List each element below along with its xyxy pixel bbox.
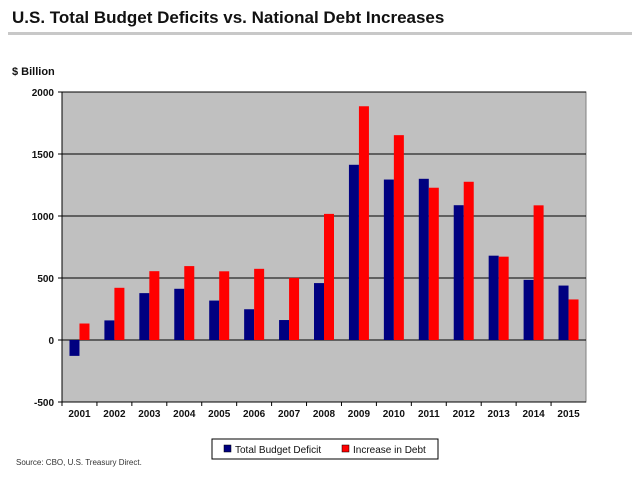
deficit-bar <box>348 164 359 340</box>
x-tick-label: 2007 <box>278 409 301 420</box>
y-axis-label: $ Billion <box>12 66 55 78</box>
debt-increase-bar <box>358 106 369 340</box>
debt-increase-bar <box>184 266 195 340</box>
x-tick-label: 2015 <box>557 409 580 420</box>
y-tick-label: 500 <box>37 274 54 285</box>
deficit-bar <box>453 205 464 340</box>
debt-increase-bar <box>568 299 579 340</box>
x-tick-label: 2011 <box>418 409 440 420</box>
deficit-bar <box>69 340 80 356</box>
debt-increase-bar <box>463 181 474 340</box>
x-tick-label: 2014 <box>522 409 545 420</box>
debt-increase-bar <box>289 277 300 340</box>
x-tick-label: 2004 <box>173 409 196 420</box>
legend-swatch-debt-increase <box>341 444 350 453</box>
debt-increase-bar <box>533 205 544 340</box>
deficit-bar <box>558 285 569 340</box>
deficit-bar <box>104 320 115 340</box>
deficit-bar <box>139 293 150 340</box>
x-tick-label: 2001 <box>68 409 91 420</box>
legend-label-debt-increase: Increase in Debt <box>353 445 426 456</box>
deficit-bar <box>244 309 255 340</box>
deficit-bar <box>279 320 290 340</box>
deficit-bar <box>314 283 324 340</box>
deficit-bar <box>488 255 499 340</box>
debt-increase-bar <box>428 187 439 340</box>
debt-increase-bar <box>114 287 125 340</box>
debt-increase-bar <box>79 323 90 340</box>
y-tick-label: 1000 <box>32 212 55 223</box>
y-tick-label: 2000 <box>32 88 55 99</box>
chart-title: U.S. Total Budget Deficits vs. National … <box>12 8 445 27</box>
deficit-bar <box>523 279 534 340</box>
deficit-bar <box>209 300 220 340</box>
x-tick-label: 2013 <box>488 409 511 420</box>
title-divider <box>8 32 632 35</box>
debt-increase-bar <box>498 256 509 340</box>
deficit-bar <box>383 179 394 340</box>
legend-label-deficit: Total Budget Deficit <box>235 445 321 456</box>
debt-increase-bar <box>219 271 230 340</box>
x-tick-label: 2005 <box>208 409 231 420</box>
legend <box>211 438 439 460</box>
deficit-bar <box>174 288 185 340</box>
debt-increase-bar <box>149 271 160 340</box>
y-tick-label: 1500 <box>32 150 55 161</box>
source-note: Source: CBO, U.S. Treasury Direct. <box>16 458 142 467</box>
debt-increase-bar <box>324 213 334 340</box>
debt-increase-bar <box>254 268 265 340</box>
legend-swatch-deficit <box>223 444 232 453</box>
x-tick-label: 2010 <box>383 409 406 420</box>
x-tick-label: 2003 <box>138 409 161 420</box>
y-tick-label: 0 <box>48 336 54 347</box>
deficit-bar <box>418 178 429 340</box>
x-tick-label: 2009 <box>348 409 371 420</box>
debt-increase-bar <box>393 135 404 340</box>
x-tick-label: 2002 <box>103 409 126 420</box>
x-tick-label: 2008 <box>313 409 336 420</box>
x-tick-label: 2006 <box>243 409 266 420</box>
x-tick-label: 2012 <box>453 409 476 420</box>
y-tick-label: -500 <box>34 398 54 409</box>
